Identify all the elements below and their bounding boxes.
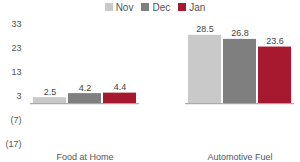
svg-text:33: 33 bbox=[11, 19, 21, 29]
svg-text:Food at Home: Food at Home bbox=[56, 152, 113, 162]
svg-text:2.5: 2.5 bbox=[44, 87, 57, 97]
svg-text:26.8: 26.8 bbox=[231, 28, 249, 38]
html-text:Nov: Nov bbox=[115, 1, 134, 13]
svg-text:23: 23 bbox=[11, 43, 21, 53]
html-text:Jan: Jan bbox=[189, 1, 206, 13]
svg-text:Automotive Fuel: Automotive Fuel bbox=[207, 152, 272, 162]
svg-text:28.5: 28.5 bbox=[196, 24, 214, 34]
svg-text:3: 3 bbox=[16, 91, 21, 101]
svg-text:4.2: 4.2 bbox=[79, 83, 92, 93]
svg-text:4.4: 4.4 bbox=[114, 82, 127, 92]
svg-text:(17): (17) bbox=[5, 139, 21, 149]
svg-text:13: 13 bbox=[11, 67, 21, 77]
svg-text:(7): (7) bbox=[11, 115, 22, 125]
svg-text:23.6: 23.6 bbox=[266, 36, 284, 46]
html-text:Dec: Dec bbox=[152, 1, 171, 13]
